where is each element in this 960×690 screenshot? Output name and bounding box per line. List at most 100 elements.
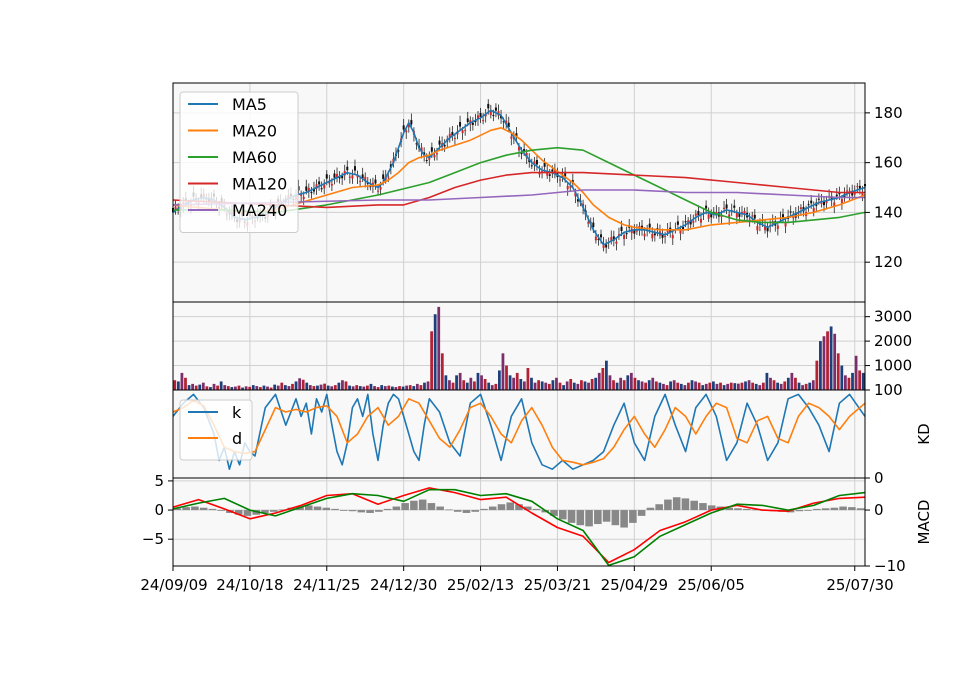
volume-bar	[191, 383, 195, 390]
candle-body	[597, 238, 600, 240]
volume-bar	[619, 377, 623, 390]
candle-body	[312, 188, 315, 192]
candle-body	[379, 187, 382, 190]
candle-body	[576, 199, 579, 202]
volume-bar	[237, 385, 241, 390]
volume-bar	[715, 383, 719, 390]
candle-body	[707, 214, 710, 219]
candle-body	[594, 236, 597, 241]
candle-body	[548, 174, 551, 176]
macd-histogram-bar	[401, 503, 409, 511]
volume-bar	[319, 384, 323, 390]
macd-histogram-bar	[646, 507, 655, 511]
volume-bar	[430, 331, 433, 390]
candle-body	[600, 234, 603, 238]
macd-histogram-bar	[734, 508, 742, 511]
macd-histogram-bar	[357, 510, 366, 513]
volume-bar	[786, 377, 790, 390]
volume-bar	[547, 383, 551, 390]
volume-bar	[512, 377, 516, 390]
volume-bar	[176, 381, 180, 390]
volume-bar	[565, 381, 569, 390]
volume-bar	[455, 375, 458, 390]
candle-body	[840, 198, 843, 204]
volume-bar	[348, 385, 351, 390]
volume-bar	[672, 380, 676, 390]
volume-bar	[330, 386, 334, 390]
volume-bar	[241, 387, 244, 390]
volume-bar	[558, 382, 562, 390]
candle-body	[448, 133, 451, 139]
volume-bar	[519, 379, 523, 390]
volume-bar	[219, 381, 223, 390]
volume-bar	[305, 382, 309, 390]
candle-body	[420, 147, 423, 152]
macd-histogram-bar	[532, 508, 541, 511]
candle-body	[410, 120, 413, 125]
macd-histogram-bar	[173, 508, 182, 511]
candle-body	[764, 226, 767, 231]
volume-bar	[533, 382, 537, 390]
macd-histogram-bar	[602, 510, 611, 522]
macd-histogram-bar	[515, 504, 523, 511]
candle-body	[728, 214, 731, 219]
candle-body	[500, 115, 503, 119]
candle-body	[541, 171, 544, 173]
volume-bar	[490, 385, 494, 390]
volume-bar	[612, 380, 615, 390]
ma-line-ma240	[172, 189, 865, 206]
volume-bar	[173, 380, 177, 390]
volume-bar	[751, 382, 755, 390]
macd-histogram-bar	[576, 510, 585, 526]
candle-body	[459, 122, 462, 127]
candle-body	[633, 230, 636, 234]
candle-body	[502, 121, 505, 123]
candle-body	[346, 166, 349, 171]
volume-bar	[408, 385, 412, 390]
candle-body	[330, 183, 333, 186]
volume-bar	[608, 375, 612, 390]
candle-body	[617, 234, 620, 236]
volume-bar	[772, 380, 776, 390]
macd-histogram-bar	[392, 506, 401, 511]
volume-bar	[248, 386, 252, 390]
candle-body	[505, 120, 508, 125]
candle-body	[825, 200, 828, 204]
volume-bar	[419, 385, 423, 390]
y-tick-label: 1000	[874, 357, 912, 375]
candle-body	[351, 175, 354, 179]
volume-bar	[683, 385, 687, 390]
volume-bar	[690, 380, 694, 390]
volume-bar	[273, 384, 277, 390]
volume-bar	[283, 385, 287, 390]
candle-body	[466, 118, 469, 123]
volume-bar	[287, 386, 291, 390]
candle-body	[723, 207, 726, 209]
candle-body	[535, 160, 538, 165]
kd-line-k	[172, 393, 866, 471]
legend-label: k	[232, 403, 242, 422]
volume-bar	[522, 381, 526, 390]
candle-body	[315, 184, 318, 189]
candle-body	[520, 153, 523, 155]
volume-bar	[326, 385, 330, 390]
legend-label: MA5	[232, 95, 267, 114]
volume-bar	[230, 387, 234, 390]
volume-bar	[765, 372, 769, 390]
volume-bar	[562, 385, 565, 390]
volume-bar	[366, 385, 369, 390]
volume-bar	[433, 314, 437, 390]
candle-body	[382, 174, 385, 179]
candle-body	[474, 120, 477, 123]
volume-bar	[255, 386, 259, 390]
candle-body	[487, 103, 490, 109]
candle-body	[733, 205, 736, 208]
candle-body	[676, 221, 679, 225]
volume-bar	[719, 382, 722, 390]
volume-bar	[601, 368, 605, 390]
volume-bar	[198, 384, 202, 390]
candle-body	[453, 137, 456, 139]
macd-histogram-bar	[480, 508, 488, 511]
candle-body	[592, 222, 595, 227]
candle-body	[697, 210, 700, 216]
